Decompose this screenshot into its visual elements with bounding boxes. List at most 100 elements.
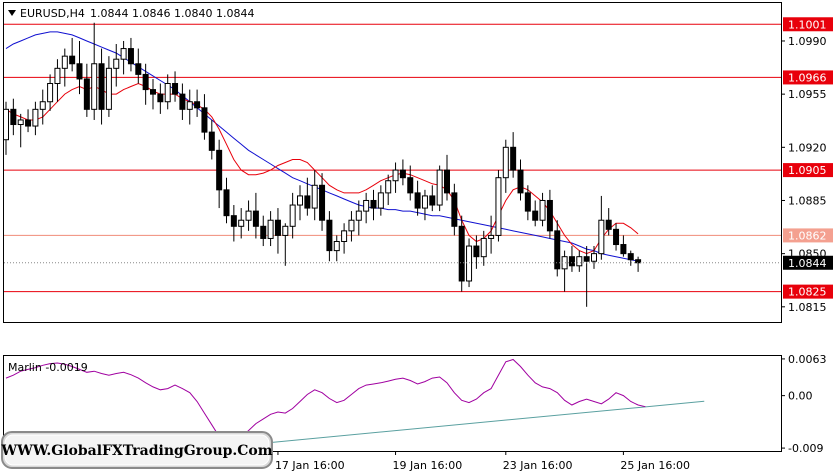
candle-body-up: [576, 256, 583, 267]
candle-body-down: [326, 219, 333, 252]
candle: [282, 223, 289, 266]
candle-body-down: [230, 215, 237, 227]
candle-body-up: [238, 219, 245, 227]
candle: [348, 211, 355, 242]
candle-body-down: [451, 192, 458, 227]
candle-body-up: [385, 180, 392, 194]
candle: [120, 40, 127, 75]
candle: [613, 223, 620, 251]
candle-body-down: [127, 48, 134, 65]
candle: [458, 215, 465, 292]
candle-body-up: [480, 237, 487, 258]
candle: [591, 246, 597, 269]
candle-body-up: [591, 253, 597, 262]
oscillator-tick-label: -0.009: [788, 442, 823, 455]
candle: [127, 37, 134, 72]
candle-body-down: [399, 169, 406, 179]
candle: [546, 189, 553, 239]
price-tick-label: 1.0885: [788, 194, 827, 207]
symbol-label: EURUSD,H4: [20, 7, 85, 20]
candles: [3, 22, 642, 307]
candle-body-down: [194, 101, 201, 109]
candle-body-down: [370, 199, 377, 209]
candle: [54, 59, 61, 102]
candle-body-down: [172, 83, 179, 95]
triangle-down-icon[interactable]: [8, 10, 16, 16]
candle: [326, 211, 333, 262]
candle: [627, 250, 634, 266]
price-levels: [4, 23, 781, 293]
candle-body-up: [54, 67, 61, 85]
time-axis: 17 Jan 16:00 19 Jan 16:00 23 Jan 16:00 25 J…: [275, 451, 690, 472]
candle-body-down: [620, 244, 627, 255]
candle-body-up: [377, 192, 384, 209]
candle: [208, 119, 215, 160]
level-label: 1.0905: [788, 164, 827, 177]
level-label-bg: [783, 70, 833, 85]
current-price-label: 1.0844: [788, 257, 827, 270]
candle: [69, 37, 76, 72]
candle: [91, 22, 98, 120]
candle-body-down: [524, 192, 531, 212]
candle-body-down: [83, 78, 90, 110]
candle-body-up: [363, 199, 370, 212]
candle-body-up: [348, 219, 355, 232]
candle: [164, 74, 171, 110]
candle: [399, 159, 406, 186]
candle: [605, 208, 612, 236]
price-panel-frame: [3, 2, 782, 323]
price-axis: 1.09901.09551.09201.08851.08501.08151.10…: [4, 17, 833, 314]
candle-body-down: [142, 73, 149, 91]
candle: [554, 220, 561, 277]
watermark-text: WWW.GlobalFXTradingGroup.Com: [0, 443, 272, 459]
candle-body-down: [150, 89, 156, 95]
level-label-bg: [783, 284, 833, 299]
price-tick-label: 1.0815: [788, 301, 827, 314]
candle: [495, 170, 502, 242]
candle: [98, 48, 105, 125]
candle-body-up: [311, 184, 318, 209]
candle-body-down: [532, 210, 539, 221]
candle: [524, 185, 531, 221]
candle: [135, 48, 142, 84]
time-tick-label: 25 Jan 16:00: [620, 459, 690, 472]
candle: [568, 246, 575, 272]
candle-body-up: [61, 55, 68, 69]
time-tick-label: 23 Jan 16:00: [503, 459, 573, 472]
candle: [201, 94, 208, 140]
candle: [510, 132, 517, 178]
current-price-bg: [783, 255, 833, 270]
candle-body-up: [120, 48, 127, 60]
candle-body-down: [76, 63, 83, 80]
candle-body-up: [436, 169, 443, 206]
candle: [385, 174, 392, 206]
candle-body-down: [613, 228, 620, 246]
candle-body-up: [32, 108, 39, 127]
candle: [473, 235, 480, 269]
candle-body-down: [304, 195, 311, 209]
candle-body-up: [245, 210, 252, 221]
candle: [370, 189, 377, 221]
candle: [502, 139, 509, 193]
candle: [83, 63, 90, 117]
level-label-bg: [783, 163, 833, 178]
level-label-bg: [783, 228, 833, 243]
candle: [61, 48, 68, 87]
level-label: 1.1001: [788, 18, 827, 31]
candle-body-down: [260, 225, 267, 239]
candle: [480, 230, 487, 266]
candle-body-down: [157, 93, 164, 103]
candle-body-down: [473, 245, 480, 258]
candle: [620, 235, 627, 257]
candle-body-up: [91, 63, 98, 110]
candle: [39, 89, 46, 125]
candle-body-down: [510, 146, 517, 171]
candle-body-up: [282, 225, 289, 236]
candle-body-down: [69, 55, 76, 65]
price-tick-label: 1.0955: [788, 88, 827, 101]
candle-body-up: [421, 195, 428, 209]
candle: [421, 189, 428, 221]
candle-body-up: [355, 210, 362, 221]
candle-body-down: [546, 199, 553, 232]
